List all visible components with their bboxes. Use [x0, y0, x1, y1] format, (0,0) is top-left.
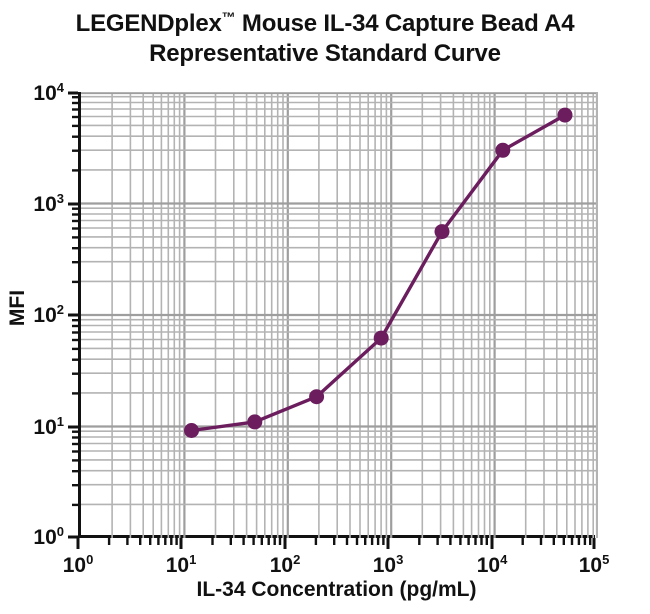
x-tick-label-4: 104 — [477, 552, 508, 578]
y-tick-label-2: 102 — [6, 302, 64, 328]
x-tick-exp: 5 — [602, 552, 610, 567]
x-tick-label-0: 100 — [63, 552, 94, 578]
x-tick-exp: 2 — [293, 552, 301, 567]
x-tick-exp: 1 — [189, 552, 197, 567]
x-tick-label-3: 103 — [373, 552, 404, 578]
chart-title-line-2: Representative Standard Curve — [149, 40, 501, 67]
x-tick-base: 10 — [165, 554, 190, 577]
data-point-markers — [184, 107, 573, 438]
x-tick-label-2: 102 — [270, 552, 301, 578]
y-tick-exp: 3 — [56, 191, 64, 206]
data-point — [373, 330, 389, 346]
x-tick-label-1: 101 — [166, 552, 197, 578]
trademark-symbol: ™ — [221, 9, 236, 25]
y-tick-base: 10 — [33, 82, 57, 105]
data-point — [495, 142, 511, 158]
y-tick-exp: 0 — [56, 524, 64, 539]
y-tick-base: 10 — [33, 304, 57, 327]
chart-title: LEGENDplex™ Mouse IL-34 Capture Bead A4 … — [0, 2, 650, 69]
chart-title-line-1: LEGENDplex™ Mouse IL-34 Capture Bead A4 — [0, 2, 650, 39]
data-point — [309, 389, 325, 405]
data-point — [184, 423, 199, 438]
data-point — [557, 107, 573, 123]
y-tick-base: 10 — [33, 526, 57, 549]
y-tick-exp: 2 — [56, 302, 64, 317]
x-tick-exp: 0 — [86, 552, 94, 567]
gridlines — [81, 92, 598, 538]
standard-curve — [184, 107, 573, 438]
y-axis-title: MFI — [6, 289, 29, 327]
y-tick-label-0: 100 — [6, 524, 64, 550]
y-tick-label-3: 103 — [6, 191, 64, 217]
x-tick-base: 10 — [269, 554, 294, 577]
x-tick-base: 10 — [476, 554, 501, 577]
y-tick-base: 10 — [33, 193, 57, 216]
x-axis-title: IL-34 Concentration (pg/mL) — [196, 578, 477, 601]
x-tick-label-5: 105 — [579, 552, 610, 578]
y-tick-base: 10 — [33, 416, 57, 439]
x-tick-exp: 3 — [396, 552, 404, 567]
y-tick-exp: 1 — [56, 414, 64, 429]
data-point — [434, 224, 450, 240]
plot-area — [78, 92, 598, 538]
x-tick-base: 10 — [62, 554, 87, 577]
chart-title-subject: Mouse IL-34 Capture Bead A4 — [235, 10, 575, 37]
y-tick-label-1: 101 — [6, 414, 64, 440]
y-tick-exp: 4 — [56, 80, 64, 95]
y-tick-label-4: 104 — [6, 80, 64, 106]
minor-gridlines-horizontal — [81, 95, 598, 506]
chart-title-brand: LEGENDplex — [75, 10, 222, 37]
data-point — [247, 414, 263, 430]
x-tick-base: 10 — [372, 554, 397, 577]
x-tick-exp: 4 — [500, 552, 508, 567]
x-tick-base: 10 — [578, 554, 603, 577]
